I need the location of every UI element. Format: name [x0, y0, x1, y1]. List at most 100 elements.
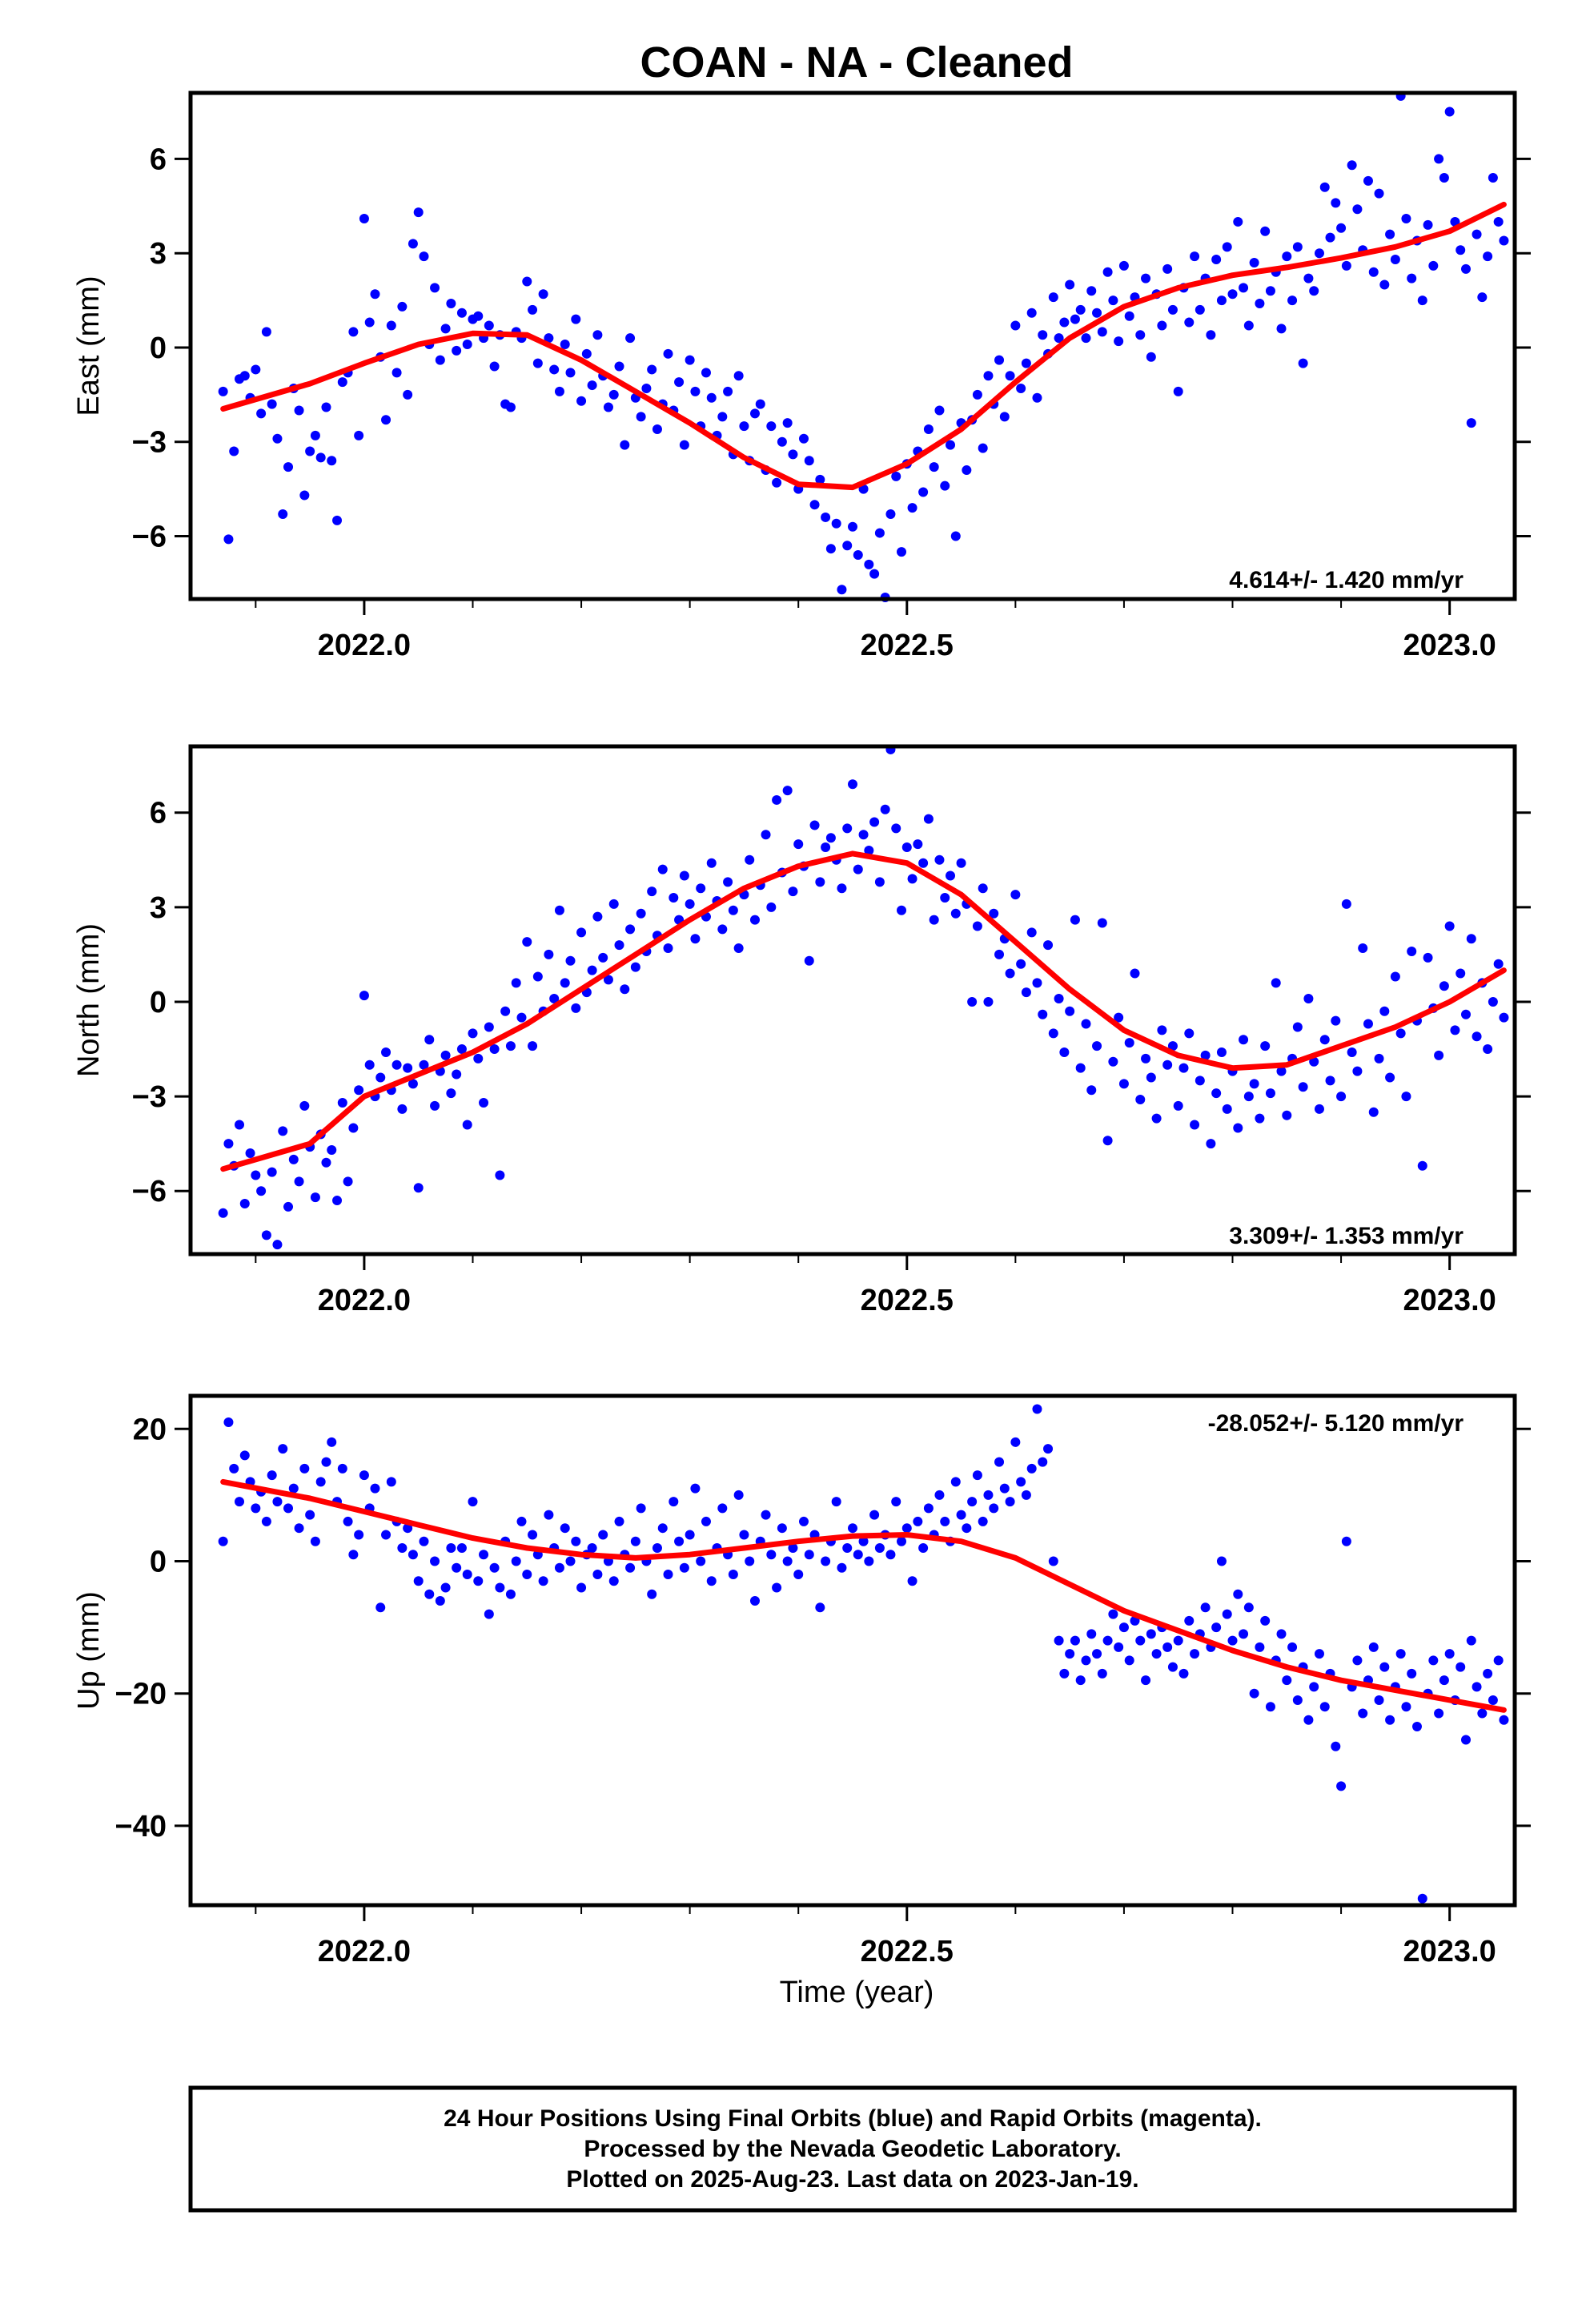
data-point [332, 515, 343, 525]
data-point [1021, 358, 1031, 368]
data-point [1157, 1025, 1167, 1035]
data-point [1108, 1609, 1118, 1619]
data-point [1151, 1649, 1162, 1659]
data-point [874, 528, 885, 538]
data-point [972, 389, 982, 400]
data-point [1114, 336, 1124, 347]
data-point [565, 1556, 576, 1566]
data-point [343, 1176, 353, 1187]
data-point [1282, 251, 1292, 262]
data-point [1059, 317, 1070, 328]
data-point [1190, 1120, 1200, 1130]
data-point [1200, 1602, 1211, 1613]
data-point [983, 1490, 994, 1500]
data-point [1358, 1708, 1368, 1719]
data-point [1341, 899, 1351, 909]
data-point [1363, 175, 1373, 186]
data-point [446, 1542, 456, 1553]
data-point [1423, 952, 1433, 963]
data-point [424, 1589, 435, 1599]
data-point [1249, 1688, 1259, 1699]
data-point [1379, 279, 1390, 290]
data-point [1298, 358, 1308, 368]
data-point [565, 955, 576, 966]
data-point [456, 1542, 467, 1553]
data-point [261, 1516, 271, 1526]
data-point [1466, 418, 1476, 428]
data-point [337, 1097, 347, 1108]
data-point [625, 924, 636, 935]
data-point [544, 333, 554, 344]
data-point [397, 1104, 408, 1114]
data-point [608, 1576, 619, 1586]
data-point [821, 1556, 831, 1566]
data-point [500, 1006, 511, 1016]
data-point [1374, 188, 1384, 199]
data-point [1054, 333, 1064, 344]
data-point [1407, 946, 1417, 956]
data-point [489, 361, 500, 372]
data-point [788, 449, 798, 460]
data-point [1135, 330, 1146, 340]
data-point [842, 541, 853, 551]
data-point [1178, 1063, 1189, 1073]
data-point [1428, 1655, 1439, 1666]
data-point [1276, 1066, 1287, 1076]
data-point [1456, 245, 1466, 255]
data-point [1167, 1041, 1178, 1051]
data-point [1010, 1437, 1021, 1447]
data-point [327, 456, 337, 466]
data-point [1276, 1629, 1287, 1639]
data-point [652, 1542, 662, 1553]
data-point [435, 355, 445, 365]
x-tick-label: 2023.0 [1403, 1284, 1496, 1317]
data-point [798, 1516, 809, 1526]
data-point [1249, 257, 1259, 267]
data-point [1460, 263, 1471, 274]
data-point [381, 1047, 391, 1057]
data-point [305, 446, 315, 456]
data-point [218, 386, 228, 396]
data-point [1325, 1076, 1335, 1086]
data-point [1086, 286, 1097, 296]
data-point [842, 1542, 853, 1553]
data-point [733, 371, 744, 381]
data-point [364, 317, 375, 328]
data-point [994, 355, 1005, 365]
data-point [950, 908, 961, 919]
data-point [967, 996, 978, 1007]
y-tick-label: 0 [150, 332, 167, 365]
data-point [283, 1503, 294, 1514]
data-point [337, 1463, 347, 1474]
up-panel: 2022.0 2022.5 2023.0 20 0 −20 −40 Up (mm) -28.05… [72, 1393, 1531, 1968]
data-point [549, 364, 560, 375]
data-point [446, 1088, 456, 1099]
data-point [1499, 1715, 1509, 1725]
data-point [235, 1497, 245, 1507]
data-point [386, 320, 396, 331]
data-point [554, 386, 564, 396]
data-point [745, 1556, 755, 1566]
data-point [1331, 1741, 1341, 1751]
data-point [528, 304, 538, 315]
data-point [538, 289, 548, 300]
data-point [1444, 107, 1455, 117]
data-point [397, 1542, 408, 1553]
data-point [1233, 1589, 1243, 1599]
data-point [1493, 959, 1504, 969]
y-tick-label: −6 [132, 1175, 167, 1208]
data-point [1336, 223, 1347, 233]
data-point [608, 389, 619, 400]
data-point [685, 1530, 695, 1540]
data-point [804, 1550, 814, 1560]
data-point [229, 1463, 239, 1474]
data-point [489, 1562, 500, 1573]
data-point [218, 1208, 228, 1218]
data-point [625, 1562, 636, 1573]
data-point [1450, 216, 1460, 227]
data-point [815, 877, 825, 887]
data-point [1282, 1675, 1292, 1686]
data-point [1021, 1490, 1031, 1500]
data-point [1287, 1642, 1298, 1652]
data-point [1488, 172, 1498, 183]
